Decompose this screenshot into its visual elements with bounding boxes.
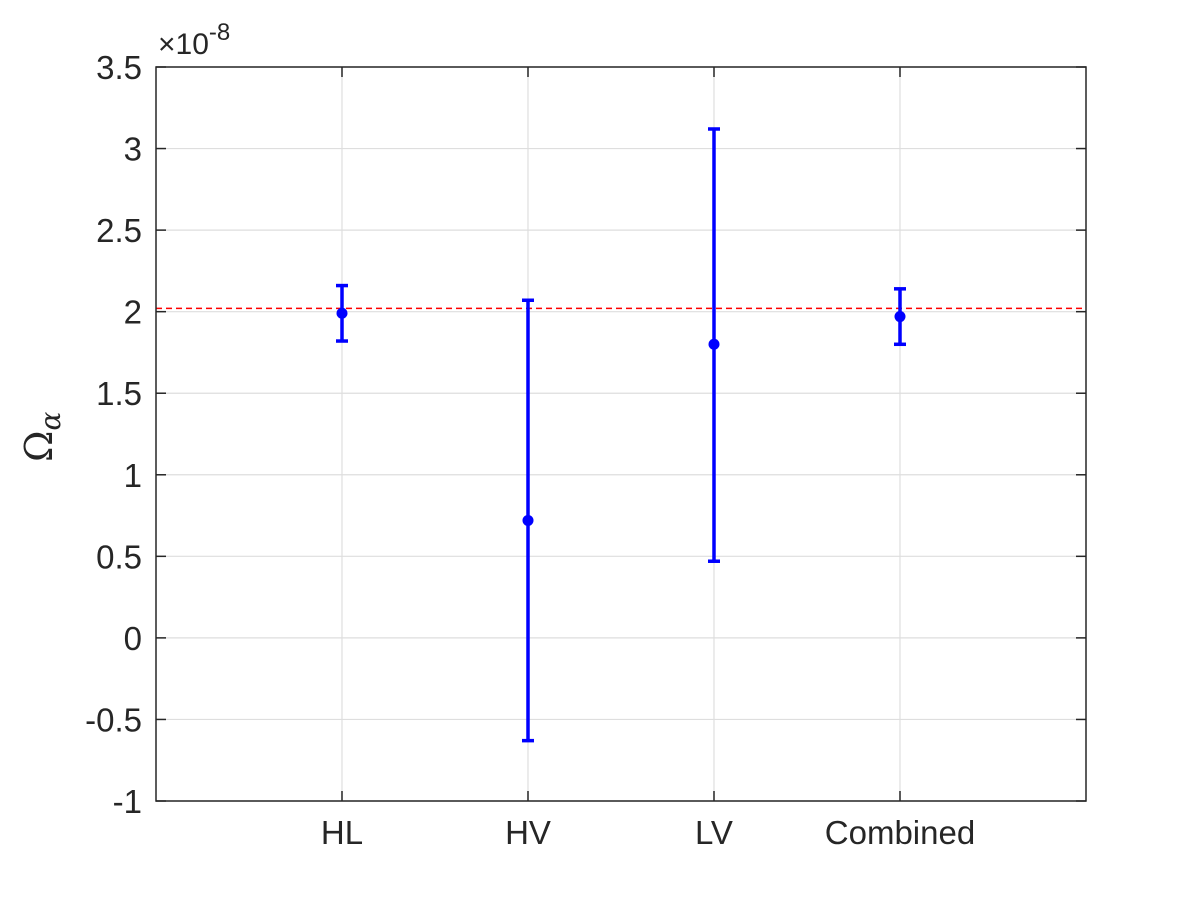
y-tick-label: 0.5 [96, 538, 142, 575]
data-point [894, 311, 906, 323]
y-multiplier-exponent: -8 [209, 19, 230, 46]
x-tick-label: LV [695, 814, 733, 851]
y-tick-label: 0 [124, 620, 142, 657]
y-axis-title-subscript: α [34, 411, 67, 430]
x-axis-tick-labels: HL HV LV Combined [321, 814, 975, 851]
y-axis-tick-labels: -1 -0.5 0 0.5 1 1.5 2 2.5 3 3.5 [85, 49, 142, 820]
data-point [522, 514, 534, 526]
y-tick-label: 3 [124, 131, 142, 168]
data-point [336, 307, 348, 319]
x-tick-label: Combined [825, 814, 975, 851]
x-tick-label: HV [505, 814, 551, 851]
axis-ticks [156, 66, 1086, 802]
y-tick-label: 2.5 [96, 212, 142, 249]
y-tick-label: 1 [124, 457, 142, 494]
y-multiplier-base: ×10 [158, 28, 209, 61]
y-tick-label: 3.5 [96, 49, 142, 86]
y-tick-label: -0.5 [85, 701, 142, 738]
grid-lines [156, 66, 1086, 802]
y-axis-title: Ωα [17, 411, 67, 462]
y-tick-label: 2 [124, 294, 142, 331]
x-tick-label: HL [321, 814, 363, 851]
y-tick-label: -1 [113, 783, 142, 820]
data-point [708, 338, 720, 350]
error-bar-series [336, 127, 906, 743]
y-axis-title-symbol: Ω [17, 430, 61, 462]
y-axis-multiplier: ×10-8 [158, 19, 230, 61]
y-tick-label: 1.5 [96, 375, 142, 412]
plot-frame [155, 66, 1087, 802]
